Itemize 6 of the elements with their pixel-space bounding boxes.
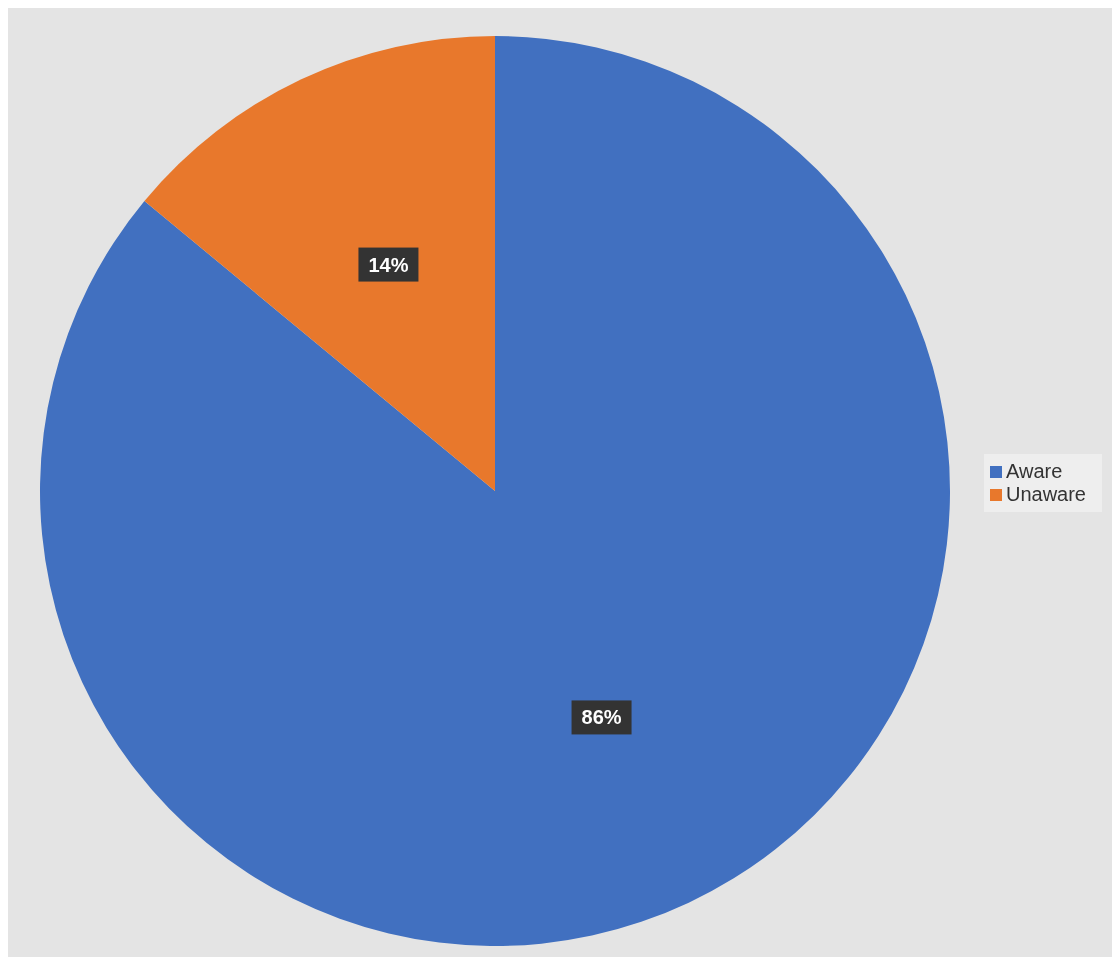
pie-slice [144, 36, 495, 491]
data-label: 86% [581, 706, 622, 729]
data-label: 14% [368, 253, 409, 276]
legend-label: Unaware [1005, 482, 1086, 505]
pie-slice [40, 36, 950, 946]
legend-label: Aware [1005, 459, 1063, 482]
